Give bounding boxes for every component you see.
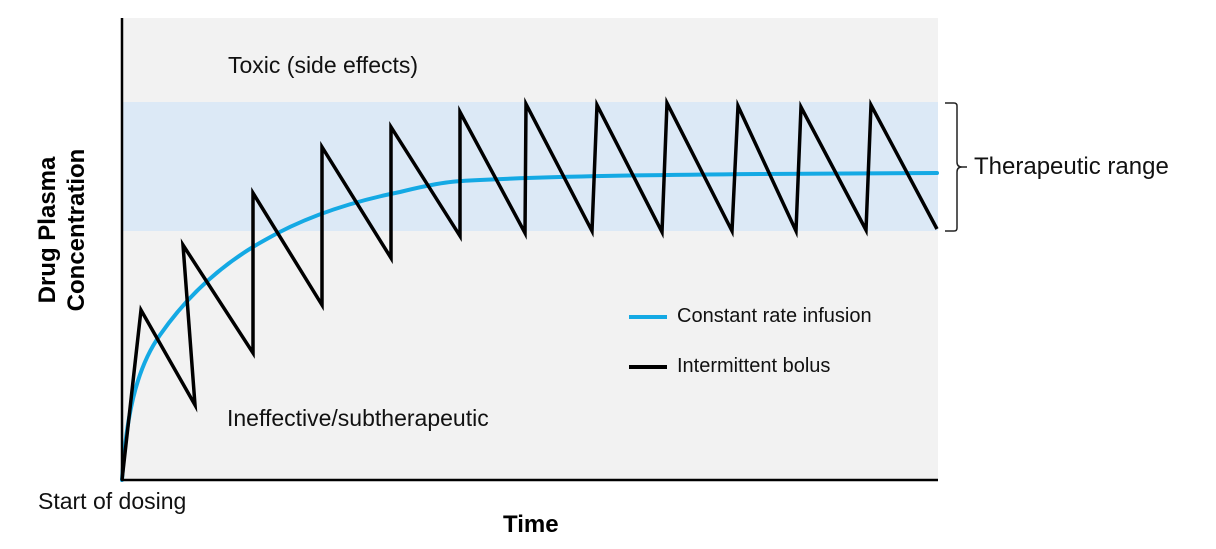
legend-item-bolus: Intermittent bolus (629, 355, 830, 378)
constant-rate-infusion-line (120, 171, 939, 482)
therapeutic-range-label: Therapeutic range (974, 153, 1169, 180)
y-axis-label-line2: Concentration (63, 148, 90, 312)
x-axis-label: Time (503, 511, 559, 538)
y-axis-label-line1: Drug Plasma (34, 156, 61, 304)
y-axis-label: Drug Plasma Concentration (33, 149, 91, 312)
toxic-zone-label: Toxic (side effects) (228, 52, 419, 78)
therapeutic-range-bracket (945, 102, 967, 232)
legend-item-infusion: Constant rate infusion (629, 305, 872, 328)
therapeutic-band (122, 102, 938, 231)
bolus-swatch-icon (629, 364, 667, 369)
x-start-label: Start of dosing (38, 488, 187, 514)
legend-label: Constant rate infusion (677, 305, 872, 327)
plot-background (122, 18, 938, 480)
intermittent-bolus-line (120, 96, 939, 481)
subtherapeutic-zone-label: Ineffective/subtherapeutic (227, 405, 489, 431)
infusion-swatch-icon (629, 314, 667, 319)
legend-label: Intermittent bolus (677, 355, 831, 377)
